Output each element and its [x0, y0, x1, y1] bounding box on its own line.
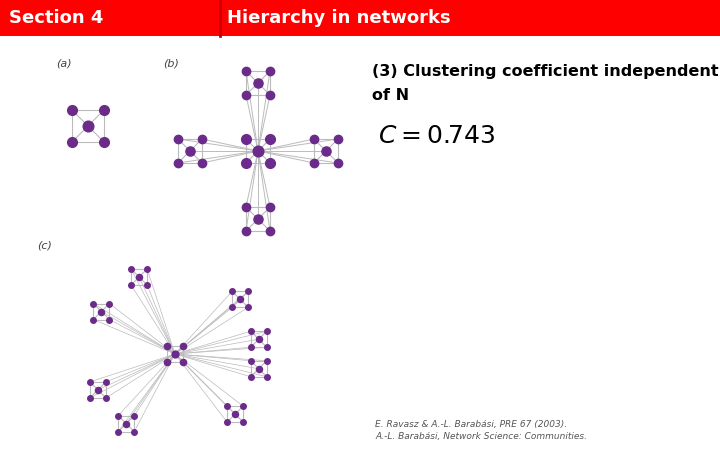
Text: (a): (a)	[56, 58, 71, 68]
Text: (c): (c)	[37, 241, 52, 251]
Text: $C = 0.743$: $C = 0.743$	[378, 124, 495, 148]
Text: of N: of N	[372, 88, 409, 103]
Text: Section 4: Section 4	[9, 9, 103, 27]
Text: (b): (b)	[163, 58, 179, 68]
Text: E. Ravasz & A.-L. Barabási, PRE 67 (2003).: E. Ravasz & A.-L. Barabási, PRE 67 (2003…	[375, 420, 567, 429]
Text: (3) Clustering coefficient independent: (3) Clustering coefficient independent	[372, 64, 719, 79]
Text: A.-L. Barabási, Network Science: Communities.: A.-L. Barabási, Network Science: Communi…	[375, 432, 587, 441]
Text: Hierarchy in networks: Hierarchy in networks	[227, 9, 451, 27]
